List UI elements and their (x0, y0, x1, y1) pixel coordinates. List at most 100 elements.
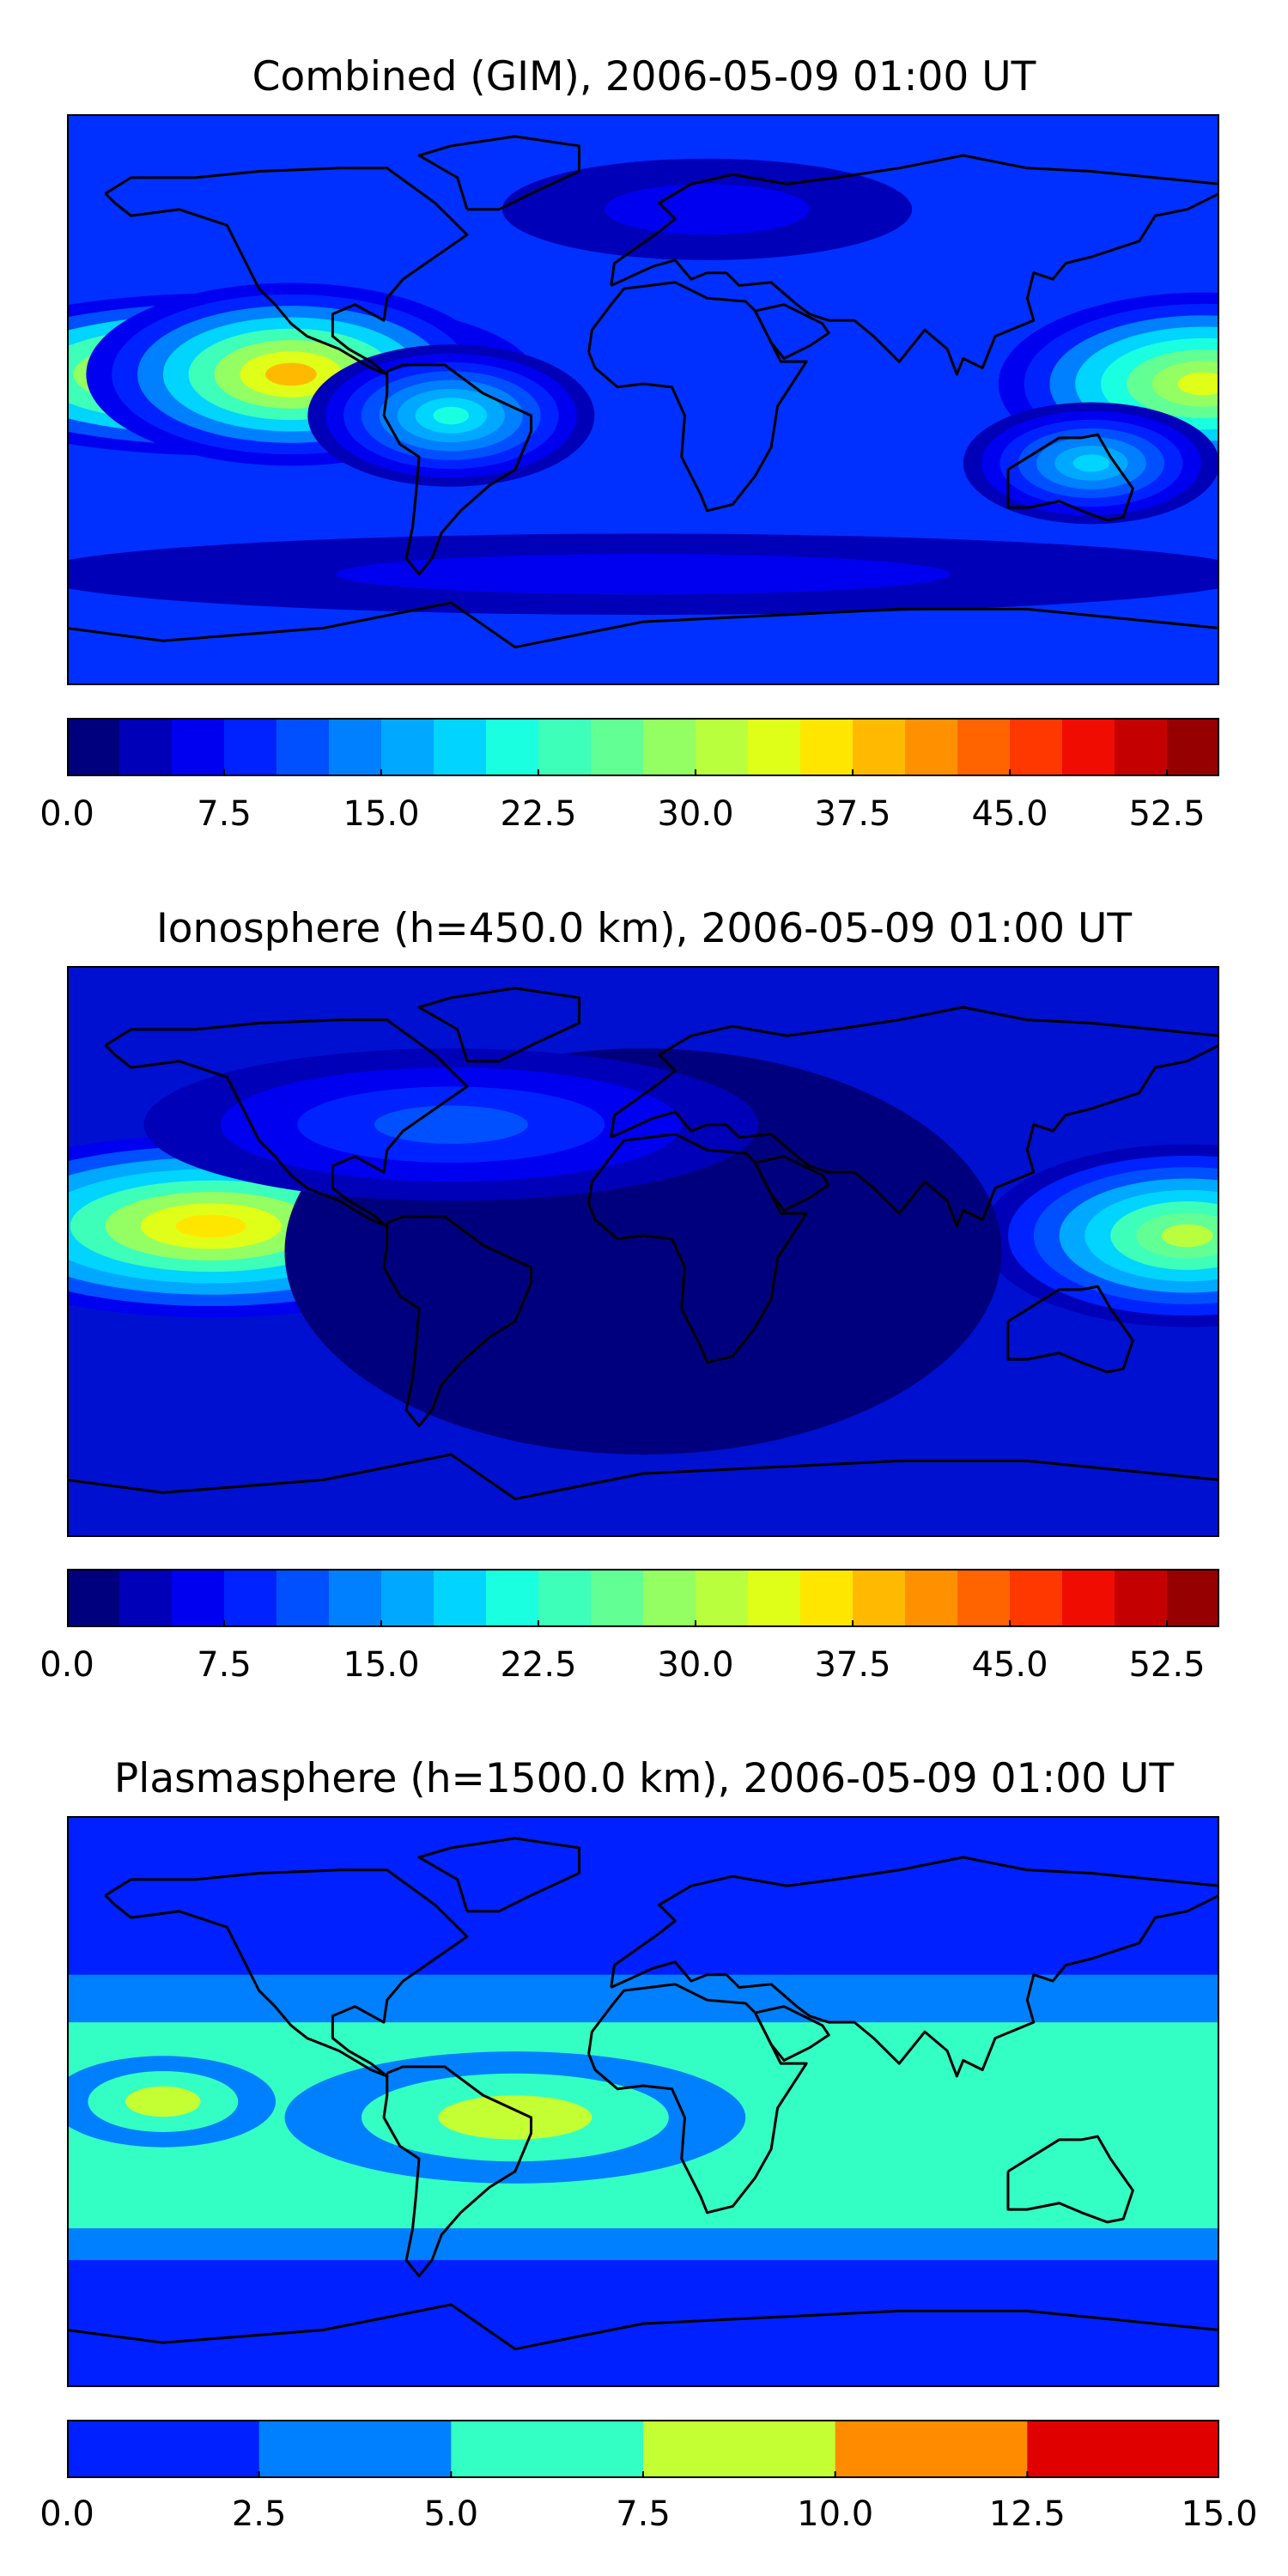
colorbar-tick-label: 10.0 (797, 2494, 874, 2534)
colorbar-tick-label: 0.0 (39, 794, 94, 834)
colorbar-segment (643, 1569, 696, 1627)
colorbar-tick-label: 37.5 (814, 794, 891, 834)
colorbar-tick-labels: 0.0 7.5 15.0 22.5 30.0 37.5 45.0 52.5 (0, 1645, 1288, 1697)
heatmap-map (67, 114, 1219, 685)
coastline (610, 154, 1219, 376)
colorbar-segment (434, 1569, 487, 1627)
contour-level (605, 184, 810, 235)
colorbar-segment (276, 1569, 330, 1627)
colorbar-segment (643, 718, 696, 776)
field-region (143, 1048, 759, 1201)
colorbar-tick-label: 15.0 (343, 1645, 420, 1685)
colorbar-tick-label: 22.5 (500, 1645, 577, 1685)
colorbar-tick-label: 0.0 (39, 1645, 94, 1685)
colorbar-segment (67, 2420, 260, 2478)
colorbar-segment (1010, 1569, 1063, 1627)
colorbar-tick-label: 37.5 (814, 1645, 891, 1685)
field-region (963, 402, 1219, 525)
colorbar-segment (1167, 718, 1219, 776)
colorbar-segment (329, 718, 382, 776)
colorbar-segment (905, 718, 958, 776)
colorbar-segment (276, 718, 330, 776)
colorbar-segment (800, 718, 854, 776)
contour-level (374, 1105, 528, 1144)
colorbar-segment (957, 718, 1011, 776)
colorbar-segment (538, 718, 592, 776)
coastline (104, 167, 469, 376)
field-region (67, 2056, 276, 2148)
colorbar-segment (1027, 2420, 1219, 2478)
colorbar-segment (119, 718, 173, 776)
colorbar-tick-label: 22.5 (500, 794, 577, 834)
colorbar-segment (696, 1569, 749, 1627)
field-region (982, 1144, 1219, 1327)
colorbar-tick-label: 30.0 (657, 794, 734, 834)
chart-title: Ionosphere (h=450.0 km), 2006-05-09 01:0… (155, 905, 1133, 952)
field-region (307, 344, 595, 487)
contour-level (125, 2086, 201, 2117)
colorbar-segment (835, 2420, 1028, 2478)
coastline (1006, 433, 1134, 522)
colorbar-segment (538, 1569, 592, 1627)
contour-level (1072, 454, 1110, 472)
colorbar-segment (591, 1569, 644, 1627)
colorbar-segment (748, 1569, 801, 1627)
colorbar-segment (1062, 718, 1115, 776)
contour-level (438, 2095, 592, 2140)
field-region (86, 283, 496, 466)
colorbar-tick-label: 45.0 (971, 1645, 1048, 1685)
contour-level (1161, 1224, 1213, 1248)
contour-level (265, 362, 317, 386)
colorbar-segment (853, 718, 906, 776)
colorbar-frame (67, 1569, 1219, 1627)
coastline (587, 1133, 808, 1364)
colorbar-segment (486, 718, 539, 776)
colorbar-frame (67, 718, 1219, 776)
coastline (1006, 2135, 1134, 2224)
colorbar-tick-label: 0.0 (39, 2494, 94, 2534)
colorbar-tick-label: 15.0 (1181, 2494, 1258, 2534)
colorbar-segment (67, 718, 120, 776)
field-band (67, 1974, 1219, 2023)
heatmap-map (67, 1816, 1219, 2387)
colorbar-tick-label: 7.5 (197, 794, 252, 834)
colorbar-segment (381, 1569, 434, 1627)
colorbar-tick-label: 45.0 (971, 794, 1048, 834)
colorbar (67, 2420, 1219, 2478)
colorbar-segment (172, 1569, 225, 1627)
map-frame (67, 1816, 1219, 2387)
coastline (104, 1018, 469, 1228)
field-band (67, 2228, 1219, 2261)
colorbar-segment (1010, 718, 1063, 776)
colorbar (67, 1569, 1219, 1627)
coastline (587, 281, 808, 513)
colorbar-segment (67, 1569, 120, 1627)
colorbar-tick-label: 7.5 (197, 1645, 252, 1685)
colorbar-segment (224, 718, 277, 776)
contour-level (433, 406, 470, 425)
field-region (284, 2051, 746, 2184)
coastline (417, 135, 580, 211)
coastline (587, 1983, 808, 2215)
colorbar-segment (434, 718, 487, 776)
colorbar-tick-label: 15.0 (343, 794, 420, 834)
contour-level (336, 554, 951, 595)
colorbar-segment (381, 718, 434, 776)
colorbar-segment (1167, 1569, 1219, 1627)
coastline (754, 2005, 830, 2062)
coastline (104, 1868, 469, 2078)
field-band (67, 1816, 1219, 1975)
coastline (754, 1155, 830, 1212)
colorbar-segment (957, 1569, 1011, 1627)
coastline (67, 2303, 1219, 2351)
coastline (610, 1856, 1219, 2078)
coastline (67, 1453, 1219, 1501)
colorbar-segment (748, 718, 801, 776)
colorbar-segment (258, 2420, 452, 2478)
coastline (1006, 1285, 1134, 1374)
colorbar-tick-labels: 0.0 2.5 5.0 7.5 10.0 12.5 15.0 (0, 2494, 1288, 2546)
coastline (382, 363, 533, 576)
field-region (67, 533, 1219, 615)
colorbar-segment (853, 1569, 906, 1627)
coastline (67, 601, 1219, 649)
